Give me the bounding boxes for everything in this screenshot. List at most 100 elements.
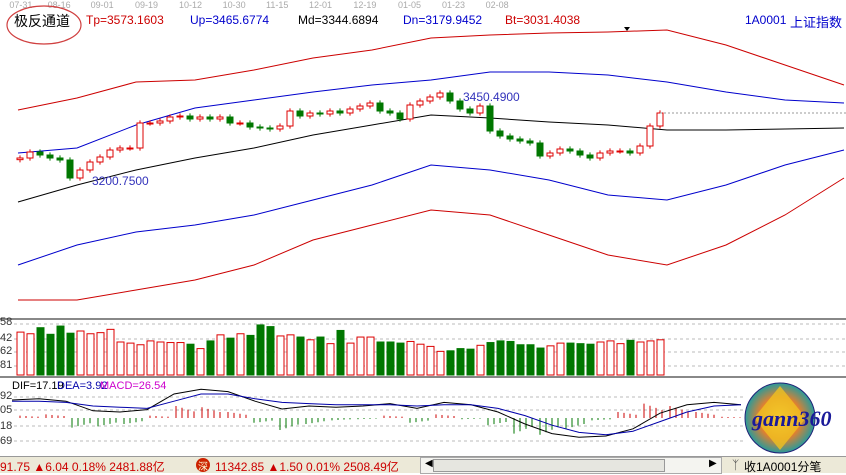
volume-bar — [296, 336, 305, 376]
candle — [96, 156, 104, 163]
candle — [86, 161, 94, 171]
candle — [646, 125, 654, 147]
candle — [586, 154, 594, 159]
date-tick: 09-19 — [135, 0, 159, 10]
volume-bar — [406, 340, 415, 376]
volume-bar — [366, 336, 375, 376]
tick-detail-label[interactable]: 收1A0001分笔 — [744, 460, 822, 474]
volume-bar — [336, 329, 345, 376]
volume-bar — [246, 334, 255, 376]
date-tick: 08-16 — [47, 0, 71, 10]
volume-bar — [236, 333, 245, 376]
volume-bar — [76, 330, 85, 376]
indicator-name[interactable]: 极反通道 — [14, 13, 70, 29]
marker-icon — [624, 27, 630, 31]
candle — [576, 150, 584, 156]
volume-bar — [306, 339, 315, 376]
candle — [556, 148, 564, 154]
candle — [376, 102, 384, 112]
volume-bar — [446, 350, 455, 376]
candle — [316, 112, 324, 115]
volume-bar — [436, 350, 445, 376]
band-up — [17, 71, 845, 154]
candle — [346, 108, 354, 114]
dn-value: Dn=3179.9452 — [403, 13, 483, 27]
volume-bar — [386, 341, 395, 376]
volume-bar — [416, 343, 425, 376]
candle — [456, 100, 464, 110]
status-bar: 91.75 ▲6.04 0.18% 2481.88亿 深 11342.85 ▲1… — [0, 456, 846, 474]
candle — [436, 92, 444, 98]
volume-bar — [396, 342, 405, 376]
candle — [286, 110, 294, 127]
band-tp — [17, 29, 845, 111]
candle — [226, 116, 234, 124]
candle — [336, 110, 344, 114]
volume-bar — [316, 336, 325, 376]
candle — [486, 105, 494, 132]
volume-bar — [536, 347, 545, 376]
symbol-code: 1A0001 — [745, 13, 787, 27]
volume-bar — [56, 325, 65, 376]
scrollbar-thumb[interactable] — [433, 459, 665, 472]
volume-bar — [476, 344, 485, 376]
volume-bar — [16, 331, 25, 376]
candle — [616, 150, 624, 153]
volume-bar — [26, 333, 35, 376]
candle — [596, 152, 604, 159]
volume-bar — [176, 342, 185, 376]
horizontal-scrollbar[interactable]: ◀ ▶ — [420, 457, 722, 474]
candle — [56, 157, 64, 161]
candle — [296, 110, 304, 117]
candle — [386, 110, 394, 114]
candle — [546, 152, 554, 157]
volume-bar — [286, 334, 295, 376]
chart-canvas[interactable] — [0, 0, 846, 456]
volume-bar — [606, 340, 615, 376]
volume-bar — [566, 342, 575, 376]
volume-bar — [156, 341, 165, 376]
macd-axis-label: 92 — [0, 390, 13, 402]
low-annotation: 3200.7500 — [92, 174, 149, 188]
symbol-name: 上证指数 — [790, 15, 843, 30]
up-value: Up=3465.6774 — [190, 13, 270, 27]
logo-text: gann360 — [752, 406, 832, 431]
volume-bar — [166, 342, 175, 376]
candle — [516, 138, 524, 142]
antenna-icon: ᛉ — [732, 458, 740, 472]
candle — [126, 147, 134, 150]
date-tick: 02-08 — [485, 0, 509, 10]
macd-axis-label: 69 — [0, 435, 13, 447]
candle — [36, 151, 44, 156]
scroll-left-icon[interactable]: ◀ — [425, 458, 433, 469]
candle — [396, 112, 404, 120]
volume-bar — [66, 332, 75, 376]
candle — [216, 116, 224, 120]
dif-line — [11, 388, 742, 438]
volume-bar — [146, 340, 155, 376]
candle — [76, 169, 84, 179]
volume-bar — [326, 343, 335, 376]
volume-bar — [376, 341, 385, 376]
gann360-logo: gann360 — [744, 380, 844, 456]
candle — [356, 105, 364, 110]
volume-bar — [106, 328, 115, 376]
candle — [276, 125, 284, 130]
scroll-right-icon[interactable]: ▶ — [709, 458, 717, 469]
candle — [536, 142, 544, 157]
volume-axis-label: 42 — [0, 332, 13, 344]
candle — [16, 157, 24, 161]
volume-bar — [116, 341, 125, 376]
volume-bar — [206, 340, 215, 376]
candle — [176, 115, 184, 118]
dea-line — [12, 393, 742, 436]
volume-bar — [636, 341, 645, 376]
band-bt — [18, 177, 845, 301]
candle — [526, 140, 534, 144]
macd-label: MACD=26.54 — [100, 380, 167, 392]
bt-value: Bt=3031.4038 — [505, 13, 581, 27]
candle — [196, 116, 204, 120]
volume-bar — [486, 342, 495, 376]
date-tick: 10-12 — [179, 0, 203, 10]
candle — [116, 147, 124, 151]
